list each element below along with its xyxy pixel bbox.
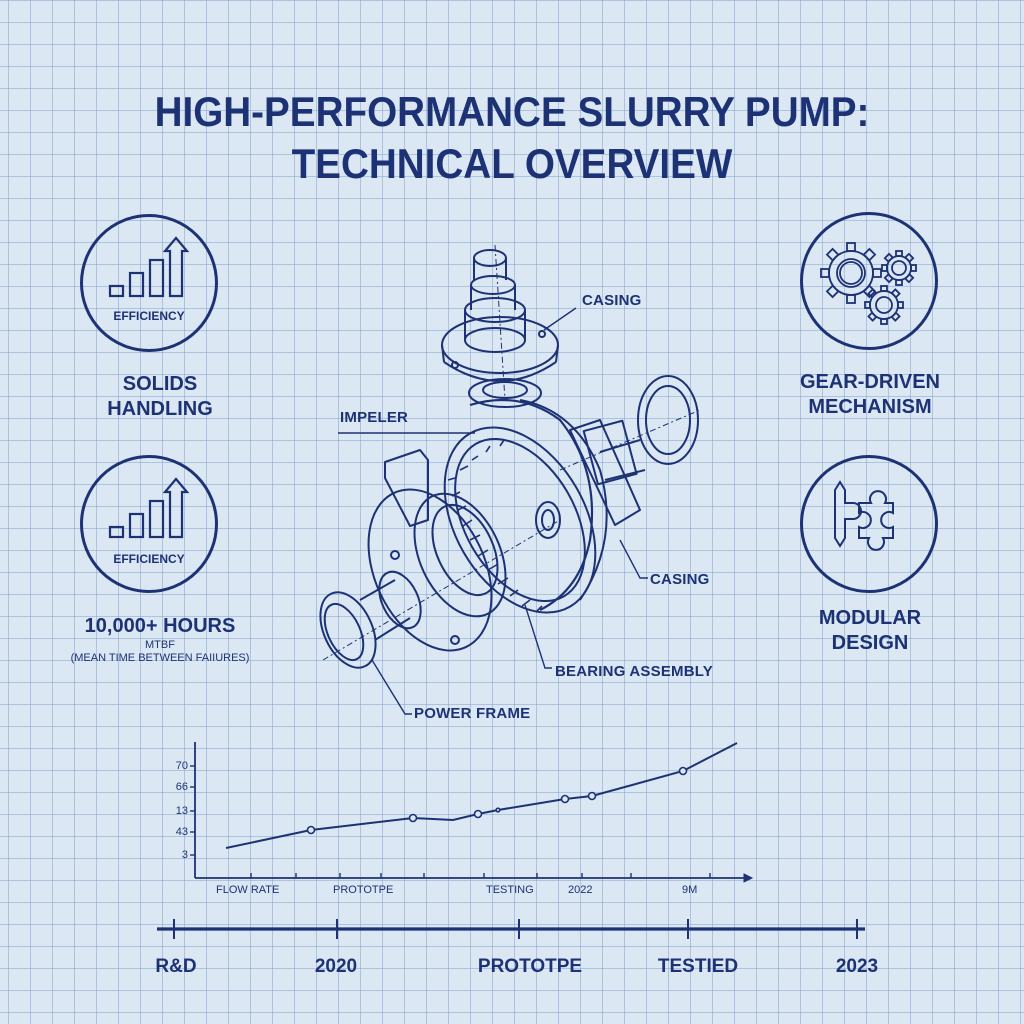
- callout-casing-top: CASING: [582, 292, 642, 309]
- feature-solids-handling: SOLIDS HANDLING: [60, 372, 260, 422]
- performance-line-chart: [190, 742, 754, 883]
- bar-chart-up-arrow-icon: [108, 477, 190, 539]
- chart-x-tick-label: 2022: [568, 884, 593, 896]
- chart-x-tick-label: TESTING: [486, 884, 534, 896]
- chart-y-tick-label: 3: [181, 849, 188, 861]
- chart-y-tick-label: 70: [175, 760, 188, 772]
- feature-label-line: SOLIDS: [122, 373, 198, 395]
- callout-power-frame: POWER FRAME: [414, 705, 531, 722]
- feature-mtbf-hours: 10,000+ HOURS: [84, 615, 236, 637]
- page-title-line-2: TECHNICAL OVERVIEW: [291, 140, 733, 187]
- feature-modular-design: MODULAR DESIGN: [760, 606, 980, 656]
- icon-caption-efficiency-1: EFFICIENCY: [113, 309, 185, 323]
- callout-impeller: IMPELER: [340, 409, 409, 426]
- chart-y-tick-label: 13: [175, 805, 188, 817]
- timeline-milestone-2020: 2020: [314, 956, 358, 977]
- timeline-milestone-rnd: R&D: [155, 956, 197, 977]
- puzzle-icon-badge: [800, 455, 938, 593]
- project-timeline: [157, 919, 865, 939]
- feature-label-line: HANDLING: [107, 398, 213, 420]
- timeline-milestone-2023: 2023: [835, 956, 879, 977]
- feature-label-line: MODULAR: [818, 607, 922, 629]
- chart-series-line: [225, 742, 738, 849]
- callout-casing-right: CASING: [650, 571, 710, 588]
- efficiency-icon-badge-2: EFFICIENCY: [80, 455, 218, 593]
- chart-x-tick-label: PROTOTPE: [333, 884, 394, 896]
- feature-gear-driven-mechanism: GEAR-DRIVEN MECHANISM: [760, 370, 980, 420]
- puzzle-icon: [834, 480, 894, 551]
- chart-x-tick-label: 9M: [682, 884, 698, 896]
- top-shaft: [441, 244, 559, 401]
- chart-y-tick-label: 66: [175, 781, 188, 793]
- feature-mtbf-abbrev: MTBF: [145, 639, 175, 651]
- feature-label-line: DESIGN: [831, 632, 909, 654]
- gears-icon-badge: [800, 212, 938, 350]
- feature-label-line: GEAR-DRIVEN: [799, 371, 940, 393]
- chart-x-tick-label: FLOW RATE: [216, 884, 280, 896]
- feature-label-line: MECHANISM: [808, 396, 932, 418]
- pump-exploded-diagram: [319, 244, 701, 715]
- timeline-milestone-tested: TESTIED: [657, 956, 739, 977]
- bar-chart-up-arrow-icon: [108, 236, 190, 298]
- callout-bearing-assembly: BEARING ASSEMBLY: [555, 663, 713, 680]
- icon-caption-efficiency-2: EFFICIENCY: [113, 552, 185, 566]
- page-title-line-1: HIGH-PERFORMANCE SLURRY PUMP:: [154, 88, 870, 135]
- feature-mtbf: 10,000+ HOURS MTBF (MEAN TIME BETWEEN FA…: [40, 614, 280, 665]
- efficiency-icon-badge-1: EFFICIENCY: [80, 214, 218, 352]
- gears-icon: [820, 242, 917, 325]
- timeline-milestone-prototype: PROTOTPE: [477, 956, 583, 977]
- chart-y-tick-label: 43: [175, 826, 188, 838]
- feature-mtbf-definition: (MEAN TIME BETWEEN FAIIURES): [70, 652, 250, 664]
